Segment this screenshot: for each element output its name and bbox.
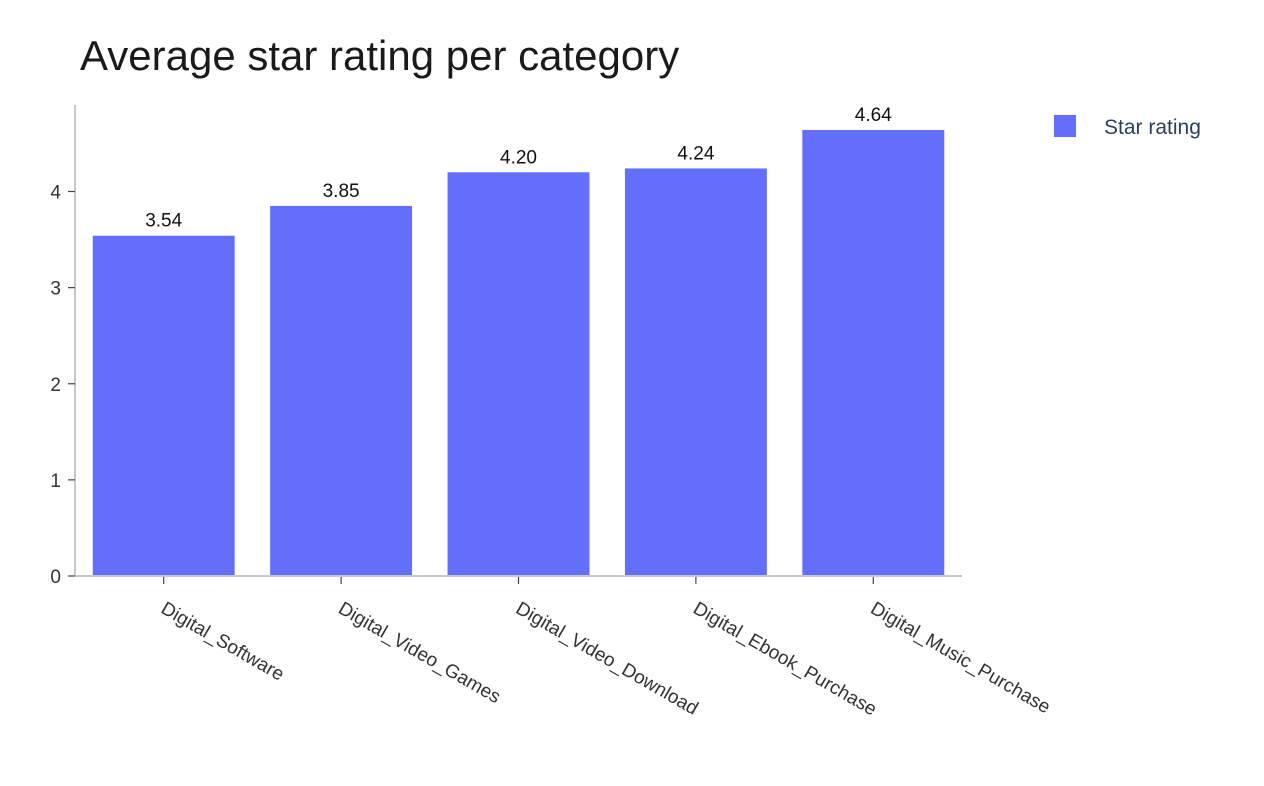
chart-title: Average star rating per category [80,32,679,79]
y-tick-label: 3 [50,279,61,300]
x-tick-label: Digital_Video_Download [512,598,701,720]
legend-label: Star rating [1104,116,1201,139]
bar-digital-music-purchase[interactable] [802,129,945,577]
bar-digital-ebook-purchase[interactable] [624,168,767,576]
bar-digital-video-games[interactable] [270,205,413,576]
x-axis: Digital_Software Digital_Video_Games Digit… [75,575,1054,720]
legend[interactable]: Star rating [1054,115,1201,139]
y-tick-label: 4 [50,183,61,204]
data-label: 4.20 [500,147,537,168]
bar-digital-video-download[interactable] [447,172,590,577]
bar-digital-software[interactable] [92,235,235,577]
y-tick-label: 1 [50,471,61,492]
x-tick-label: Digital_Software [157,598,287,685]
y-tick-label: 2 [50,375,61,396]
x-tick-label: Digital_Video_Games [335,598,504,708]
x-tick-label: Digital_Music_Purchase [867,598,1054,718]
data-label: 3.85 [323,181,360,202]
data-label: 4.24 [677,143,714,164]
legend-swatch [1054,115,1076,137]
y-tick-label: 0 [50,567,61,588]
data-label: 4.64 [855,105,892,126]
data-label: 3.54 [145,211,182,232]
plot-area: 3.54 3.85 4.20 4.24 4.64 [92,105,945,577]
x-tick-label: Digital_Ebook_Purchase [689,598,880,720]
y-axis: 0 1 2 3 4 [50,105,76,588]
